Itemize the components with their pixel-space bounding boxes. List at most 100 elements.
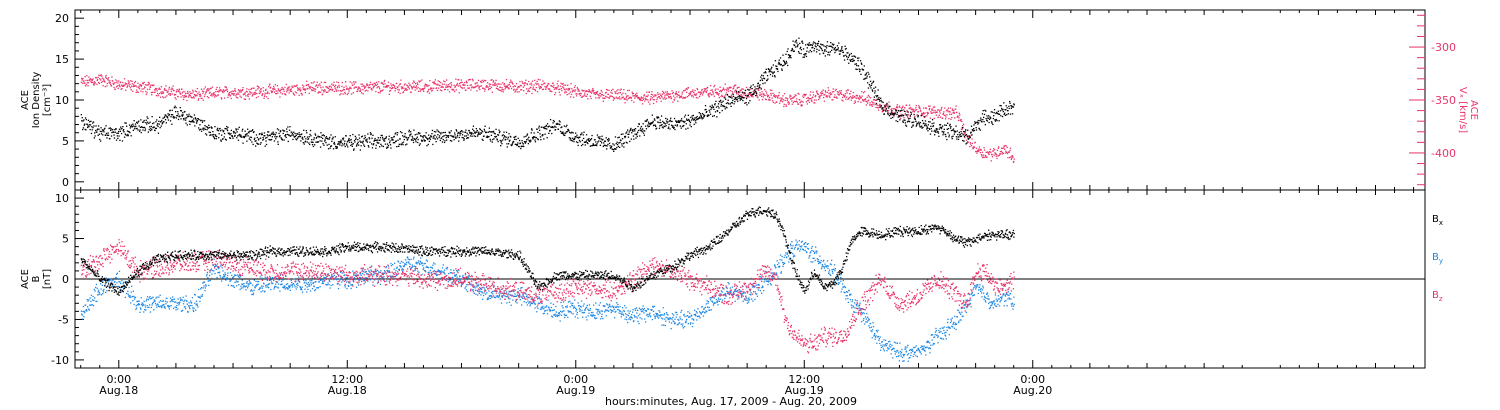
by-point — [85, 310, 87, 312]
vx-point — [502, 91, 504, 93]
vx-point — [547, 82, 549, 85]
vx-point — [948, 110, 950, 112]
vx-point — [748, 96, 750, 98]
density-point — [645, 125, 647, 127]
vx-point — [317, 84, 320, 86]
density-point — [445, 134, 447, 136]
density-point — [789, 56, 791, 58]
density-point — [969, 136, 971, 138]
vx-point — [445, 86, 447, 88]
density-point — [651, 122, 653, 124]
density-point — [856, 68, 858, 71]
density-point — [314, 133, 316, 135]
vx-point — [85, 79, 87, 82]
density-point — [587, 142, 589, 145]
density-point — [731, 97, 733, 99]
vx-point — [211, 93, 213, 95]
density-point — [302, 142, 304, 144]
density-point — [947, 128, 950, 130]
density-point — [701, 118, 703, 120]
density-point — [820, 48, 823, 50]
vx-point — [424, 87, 426, 89]
vx-point — [762, 93, 764, 95]
vx-point — [523, 90, 525, 92]
density-point — [732, 99, 734, 102]
vx-point — [421, 79, 423, 81]
vx-point — [476, 90, 478, 92]
vx-point — [591, 90, 593, 92]
density-point — [622, 133, 624, 135]
density-point — [828, 51, 830, 54]
vx-point — [874, 99, 876, 101]
density-point — [508, 140, 511, 142]
vx-point — [965, 139, 968, 141]
density-point — [90, 132, 93, 135]
density-point — [546, 137, 548, 139]
density-point — [117, 137, 119, 139]
density-point — [580, 133, 582, 135]
density-point — [930, 127, 932, 130]
vx-point — [642, 97, 644, 99]
vx-point — [447, 84, 449, 86]
vx-point — [565, 88, 567, 90]
vx-point — [777, 97, 779, 99]
density-point — [561, 131, 563, 133]
vx-point — [880, 107, 883, 109]
density-point — [232, 137, 234, 139]
density-point — [270, 139, 272, 141]
density-point — [158, 120, 160, 122]
vx-point — [564, 90, 566, 92]
by-point — [133, 295, 135, 298]
vx-point — [812, 94, 815, 96]
density-point — [222, 138, 224, 140]
density-point — [220, 139, 222, 141]
vx-point — [819, 97, 821, 99]
density-point — [267, 135, 269, 137]
density-point — [801, 41, 803, 43]
density-point — [577, 141, 579, 144]
density-point — [234, 134, 236, 137]
density-point — [528, 136, 530, 138]
density-point — [992, 117, 994, 120]
by-point — [122, 286, 124, 288]
density-point — [916, 124, 918, 126]
vx-point — [255, 97, 258, 99]
vx-point — [224, 86, 226, 88]
density-point — [760, 76, 762, 78]
vx-point — [907, 111, 909, 114]
bottom-ytick-label: 0 — [62, 273, 69, 286]
vx-point — [501, 87, 503, 89]
vx-point — [258, 87, 260, 89]
vx-point — [899, 110, 901, 113]
density-point — [837, 48, 839, 50]
vx-point — [273, 87, 275, 89]
density-point — [514, 143, 516, 145]
density-point — [978, 122, 980, 124]
density-point — [255, 145, 257, 147]
density-point — [244, 130, 246, 132]
vx-point — [648, 91, 650, 93]
density-point — [749, 87, 751, 89]
top-panel-points — [80, 37, 1015, 163]
by-point — [141, 305, 144, 307]
vx-point — [539, 87, 541, 90]
vx-point — [559, 88, 561, 90]
density-point — [731, 102, 733, 104]
vx-point — [788, 102, 790, 104]
density-point — [502, 134, 504, 136]
density-point — [782, 60, 785, 62]
density-point — [419, 143, 421, 145]
vx-point — [446, 79, 448, 81]
vx-point — [861, 91, 863, 93]
vx-point — [242, 87, 244, 89]
density-point — [380, 134, 382, 137]
density-point — [515, 135, 517, 138]
density-point — [1004, 109, 1006, 111]
vx-point — [689, 92, 692, 95]
vx-point — [668, 93, 671, 95]
vx-point — [84, 75, 86, 78]
vx-point — [159, 92, 161, 95]
vx-point — [592, 87, 594, 90]
density-point — [212, 135, 214, 138]
by-point — [150, 298, 152, 300]
